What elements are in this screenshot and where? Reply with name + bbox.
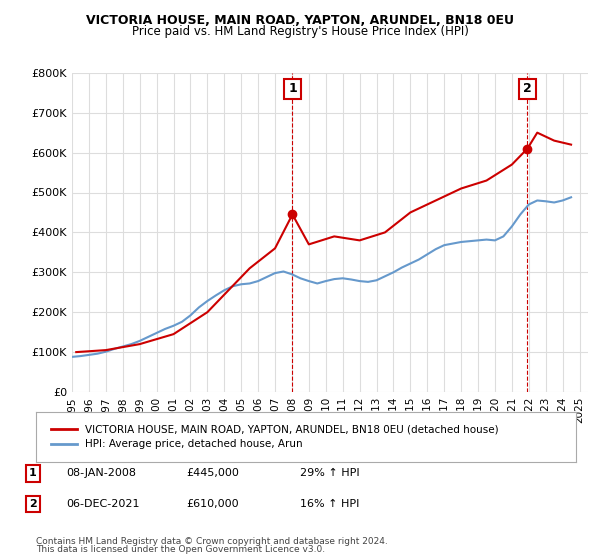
Text: 2: 2: [523, 82, 532, 95]
Text: Contains HM Land Registry data © Crown copyright and database right 2024.: Contains HM Land Registry data © Crown c…: [36, 537, 388, 546]
Text: 1: 1: [29, 468, 37, 478]
Text: 06-DEC-2021: 06-DEC-2021: [66, 499, 139, 509]
Text: 2: 2: [29, 499, 37, 509]
Text: This data is licensed under the Open Government Licence v3.0.: This data is licensed under the Open Gov…: [36, 545, 325, 554]
Legend: VICTORIA HOUSE, MAIN ROAD, YAPTON, ARUNDEL, BN18 0EU (detached house), HPI: Aver: VICTORIA HOUSE, MAIN ROAD, YAPTON, ARUND…: [47, 420, 503, 454]
Text: £610,000: £610,000: [186, 499, 239, 509]
Text: Price paid vs. HM Land Registry's House Price Index (HPI): Price paid vs. HM Land Registry's House …: [131, 25, 469, 38]
Text: 1: 1: [288, 82, 297, 95]
Text: VICTORIA HOUSE, MAIN ROAD, YAPTON, ARUNDEL, BN18 0EU: VICTORIA HOUSE, MAIN ROAD, YAPTON, ARUND…: [86, 14, 514, 27]
Text: 16% ↑ HPI: 16% ↑ HPI: [300, 499, 359, 509]
Text: 08-JAN-2008: 08-JAN-2008: [66, 468, 136, 478]
Text: 29% ↑ HPI: 29% ↑ HPI: [300, 468, 359, 478]
Text: £445,000: £445,000: [186, 468, 239, 478]
